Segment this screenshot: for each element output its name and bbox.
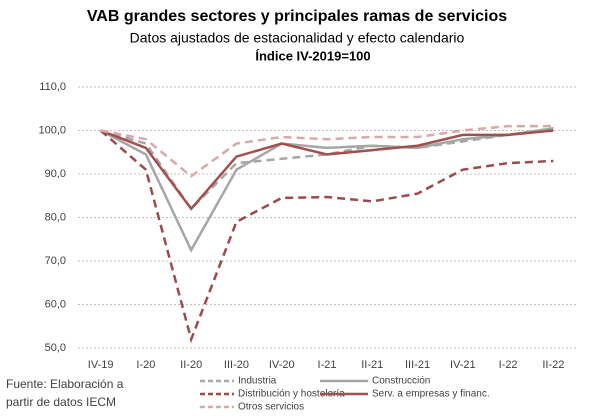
series-line — [99, 129, 554, 344]
source: Fuente: Elaboración a — [6, 377, 124, 391]
legend-label: Industria — [238, 376, 277, 387]
series-line — [100, 129, 554, 211]
legend-label: Serv. a empresas y financ. — [372, 389, 490, 400]
y-tick-label: 100,0 — [38, 124, 66, 136]
source: partir de datos IECM — [6, 395, 116, 409]
chart-subtitle: Datos ajustados de estacionalidad y efec… — [130, 30, 465, 46]
legend-label: Distribución y hostelería — [238, 389, 345, 400]
legend: Industria Construcción Distribución y host… — [200, 376, 490, 413]
x-tick-label: I-21 — [318, 359, 337, 371]
x-tick-label: II-21 — [361, 359, 383, 371]
series-line — [100, 127, 554, 253]
y-tick-label: 80,0 — [45, 211, 66, 223]
x-tick-label: IV-19 — [88, 359, 114, 371]
chart-subtitle: Índice IV-2019=100 — [255, 48, 370, 63]
y-tick-label: 50,0 — [45, 342, 66, 354]
chart-title: VAB grandes sectores y principales ramas… — [87, 8, 507, 25]
y-tick-label: 70,0 — [45, 255, 66, 267]
x-tick-label: I-20 — [136, 359, 155, 371]
legend-label: Otros servicios — [238, 402, 304, 413]
x-tick-label: IV-20 — [269, 359, 295, 371]
x-tick-label: II-20 — [180, 359, 202, 371]
y-tick-label: 60,0 — [45, 298, 66, 310]
series-line — [100, 124, 554, 178]
y-tick-label: 90,0 — [45, 168, 66, 180]
x-tick-label: IV-21 — [450, 359, 476, 371]
series-line — [100, 127, 554, 211]
x-tick-label: III-21 — [405, 359, 430, 371]
x-tick-label: III-20 — [224, 359, 249, 371]
x-tick-label: I-22 — [499, 359, 518, 371]
legend-label: Construcción — [372, 376, 430, 387]
x-tick-label: II-22 — [542, 359, 564, 371]
y-tick-label: 110,0 — [39, 81, 66, 93]
